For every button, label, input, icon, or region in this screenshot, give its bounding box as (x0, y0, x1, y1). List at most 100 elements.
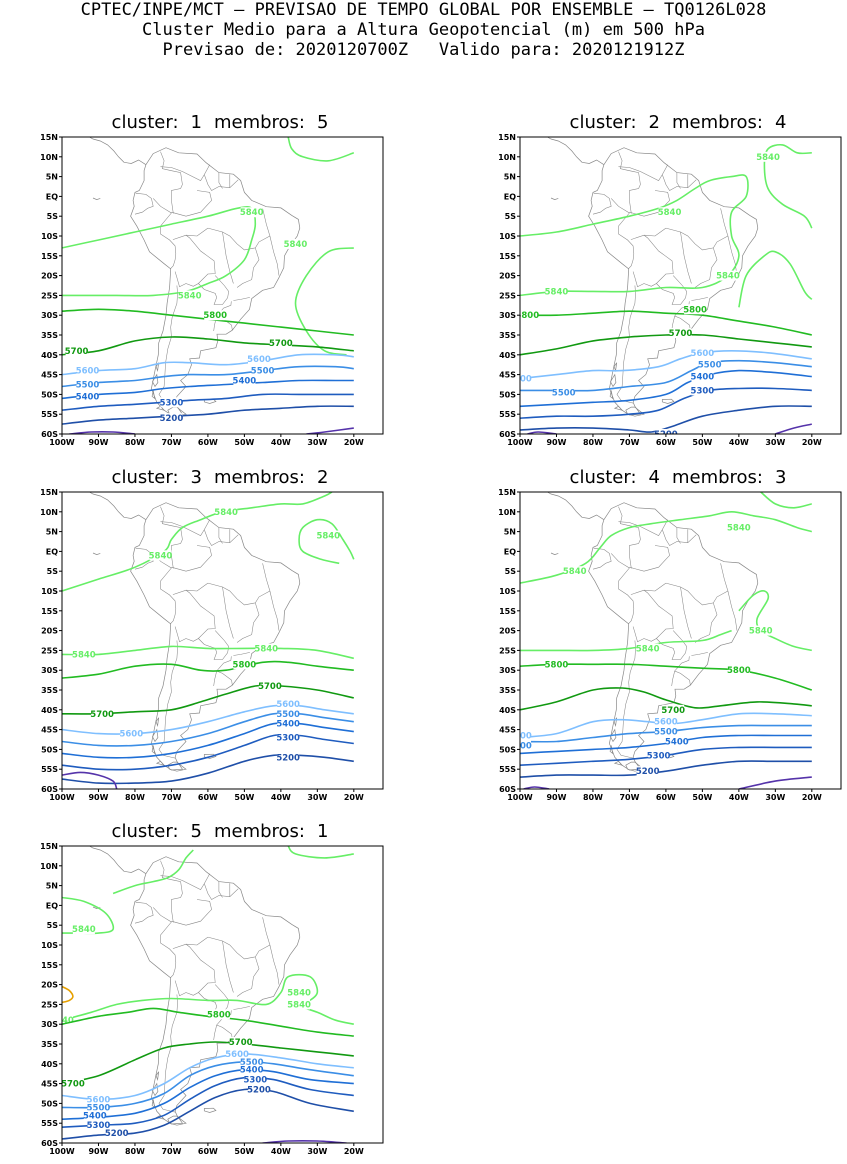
lat-tick-label: 25S (499, 291, 516, 300)
contour-label-5600: 5600 (691, 347, 714, 359)
country-border (236, 247, 260, 288)
contour-label-bg (727, 665, 750, 676)
contour-label-text: 5800 (203, 311, 227, 321)
contour-label-bg (647, 750, 670, 761)
contour-label-bg (654, 726, 677, 737)
lon-tick-label: 70W (161, 793, 181, 802)
lon-tick-label: 80W (583, 438, 603, 447)
country-border (656, 630, 687, 660)
contour-label-bg (215, 506, 238, 517)
lat-tick-label: 55S (41, 765, 58, 774)
lat-tick-label: EQ (46, 901, 58, 910)
lon-tick-label: 40W (271, 1147, 291, 1156)
contour-label-text: 5400 (276, 720, 300, 730)
coastline-south-america (588, 502, 759, 771)
contour-label-bg (757, 151, 780, 162)
lat-tick-label: 5N (46, 882, 58, 891)
lon-tick-label: 90W (88, 793, 108, 802)
lat-tick-label: 25S (41, 291, 58, 300)
contour-label-bg (520, 730, 531, 741)
contour-label-bg (258, 681, 281, 692)
contour-label-text: 5400 (83, 1111, 107, 1121)
coastline-central-america (560, 137, 581, 138)
contour-line-5600 (520, 350, 812, 380)
lon-tick-label: 60W (198, 1147, 218, 1156)
contour-label-text: 5500 (508, 741, 532, 751)
coastline-falklands (661, 398, 675, 404)
coastline-falklands (203, 1107, 217, 1113)
lat-tick-label: 15S (41, 252, 58, 261)
contour-line-5200 (62, 754, 354, 785)
lat-tick-label: 5N (504, 173, 516, 182)
contour-label-bg (727, 522, 750, 533)
contour-label-text: 5300 (276, 734, 300, 744)
contour-label-bg (563, 566, 586, 577)
contour-line-5840 (62, 205, 257, 297)
lat-tick-label: EQ (46, 547, 58, 556)
contour-label-5200: 5200 (105, 1128, 129, 1139)
lat-tick-label: 10N (498, 508, 516, 517)
lon-tick-label: 60W (198, 438, 218, 447)
lat-tick-label: 15N (498, 133, 516, 142)
contour-line-5300 (62, 393, 354, 411)
lon-tick-label: 30W (307, 793, 327, 802)
contour-label-5840: 5840 (563, 566, 587, 577)
contour-label-bg (229, 1037, 252, 1048)
contour-line-5840 (738, 250, 813, 308)
contour-label-bg (62, 1078, 84, 1089)
contour-line-5600 (62, 353, 354, 376)
contour-line-5840 (287, 846, 354, 859)
contour-label-bg (72, 649, 95, 660)
contour-label-5300: 5300 (691, 385, 714, 396)
country-border (172, 234, 216, 288)
lat-tick-label: 20S (499, 272, 516, 281)
lat-tick-label: 15N (40, 488, 58, 497)
lon-tick-label: 60W (656, 438, 676, 447)
coastline-central-america (546, 492, 605, 520)
map-frame (61, 136, 384, 435)
coastline-chile-islands (151, 1099, 156, 1109)
coastline-central-america (88, 492, 147, 520)
lat-tick-label: 10N (40, 508, 58, 517)
contour-label-5840: 5840 (240, 207, 264, 218)
coastline-central-america (560, 492, 581, 493)
contour-label-5400: 5400 (83, 1110, 107, 1121)
coastline-tierra-del-fuego (625, 761, 645, 772)
contour-label-5840: 5840 (149, 550, 172, 561)
lon-tick-label: 70W (619, 793, 639, 802)
lat-tick-label: 35S (499, 331, 516, 340)
contour-label-5840: 5840 (287, 987, 311, 999)
contour-label-text: 5200 (636, 767, 660, 777)
contour-label-bg (691, 385, 714, 396)
country-border (204, 883, 239, 900)
header-line-subtitle: Cluster Medio para a Altura Geopotencial… (142, 20, 705, 40)
lat-tick-label: 30S (41, 666, 58, 675)
panel-title: cluster: 3 membros: 2 (20, 467, 420, 488)
contour-label-bg (269, 337, 292, 348)
contour-label-text: 5700 (269, 339, 293, 349)
lat-tick-label: EQ (504, 192, 516, 201)
lon-tick-label: 80W (125, 1147, 145, 1156)
contour-label-5840: 5840 (72, 924, 96, 935)
contour-label-bg (277, 708, 300, 719)
contour-line-5100 (262, 1139, 347, 1143)
contour-label-5800: 5800 (520, 310, 539, 321)
lon-tick-label: 30W (765, 793, 785, 802)
country-border (233, 1006, 250, 1010)
lat-tick-label: 10S (41, 232, 58, 241)
lon-tick-label: 90W (546, 438, 566, 447)
contour-label-5300: 5300 (87, 1120, 110, 1131)
cluster-number: 3 (190, 467, 202, 488)
country-border (662, 174, 697, 191)
contour-label-bg (87, 1102, 110, 1113)
lat-tick-label: 5N (46, 528, 58, 537)
country-border (233, 297, 250, 301)
contour-line-5840 (760, 492, 812, 509)
contour-label-bg (636, 643, 659, 654)
country-border (152, 198, 177, 270)
country-border (674, 656, 691, 686)
members-number: 3 (775, 467, 787, 488)
country-border (152, 907, 177, 979)
country-border (269, 944, 280, 985)
cluster-panel-4: cluster: 4 membros: 3 5840 5840 5840 5840 5800 5… (478, 467, 847, 802)
